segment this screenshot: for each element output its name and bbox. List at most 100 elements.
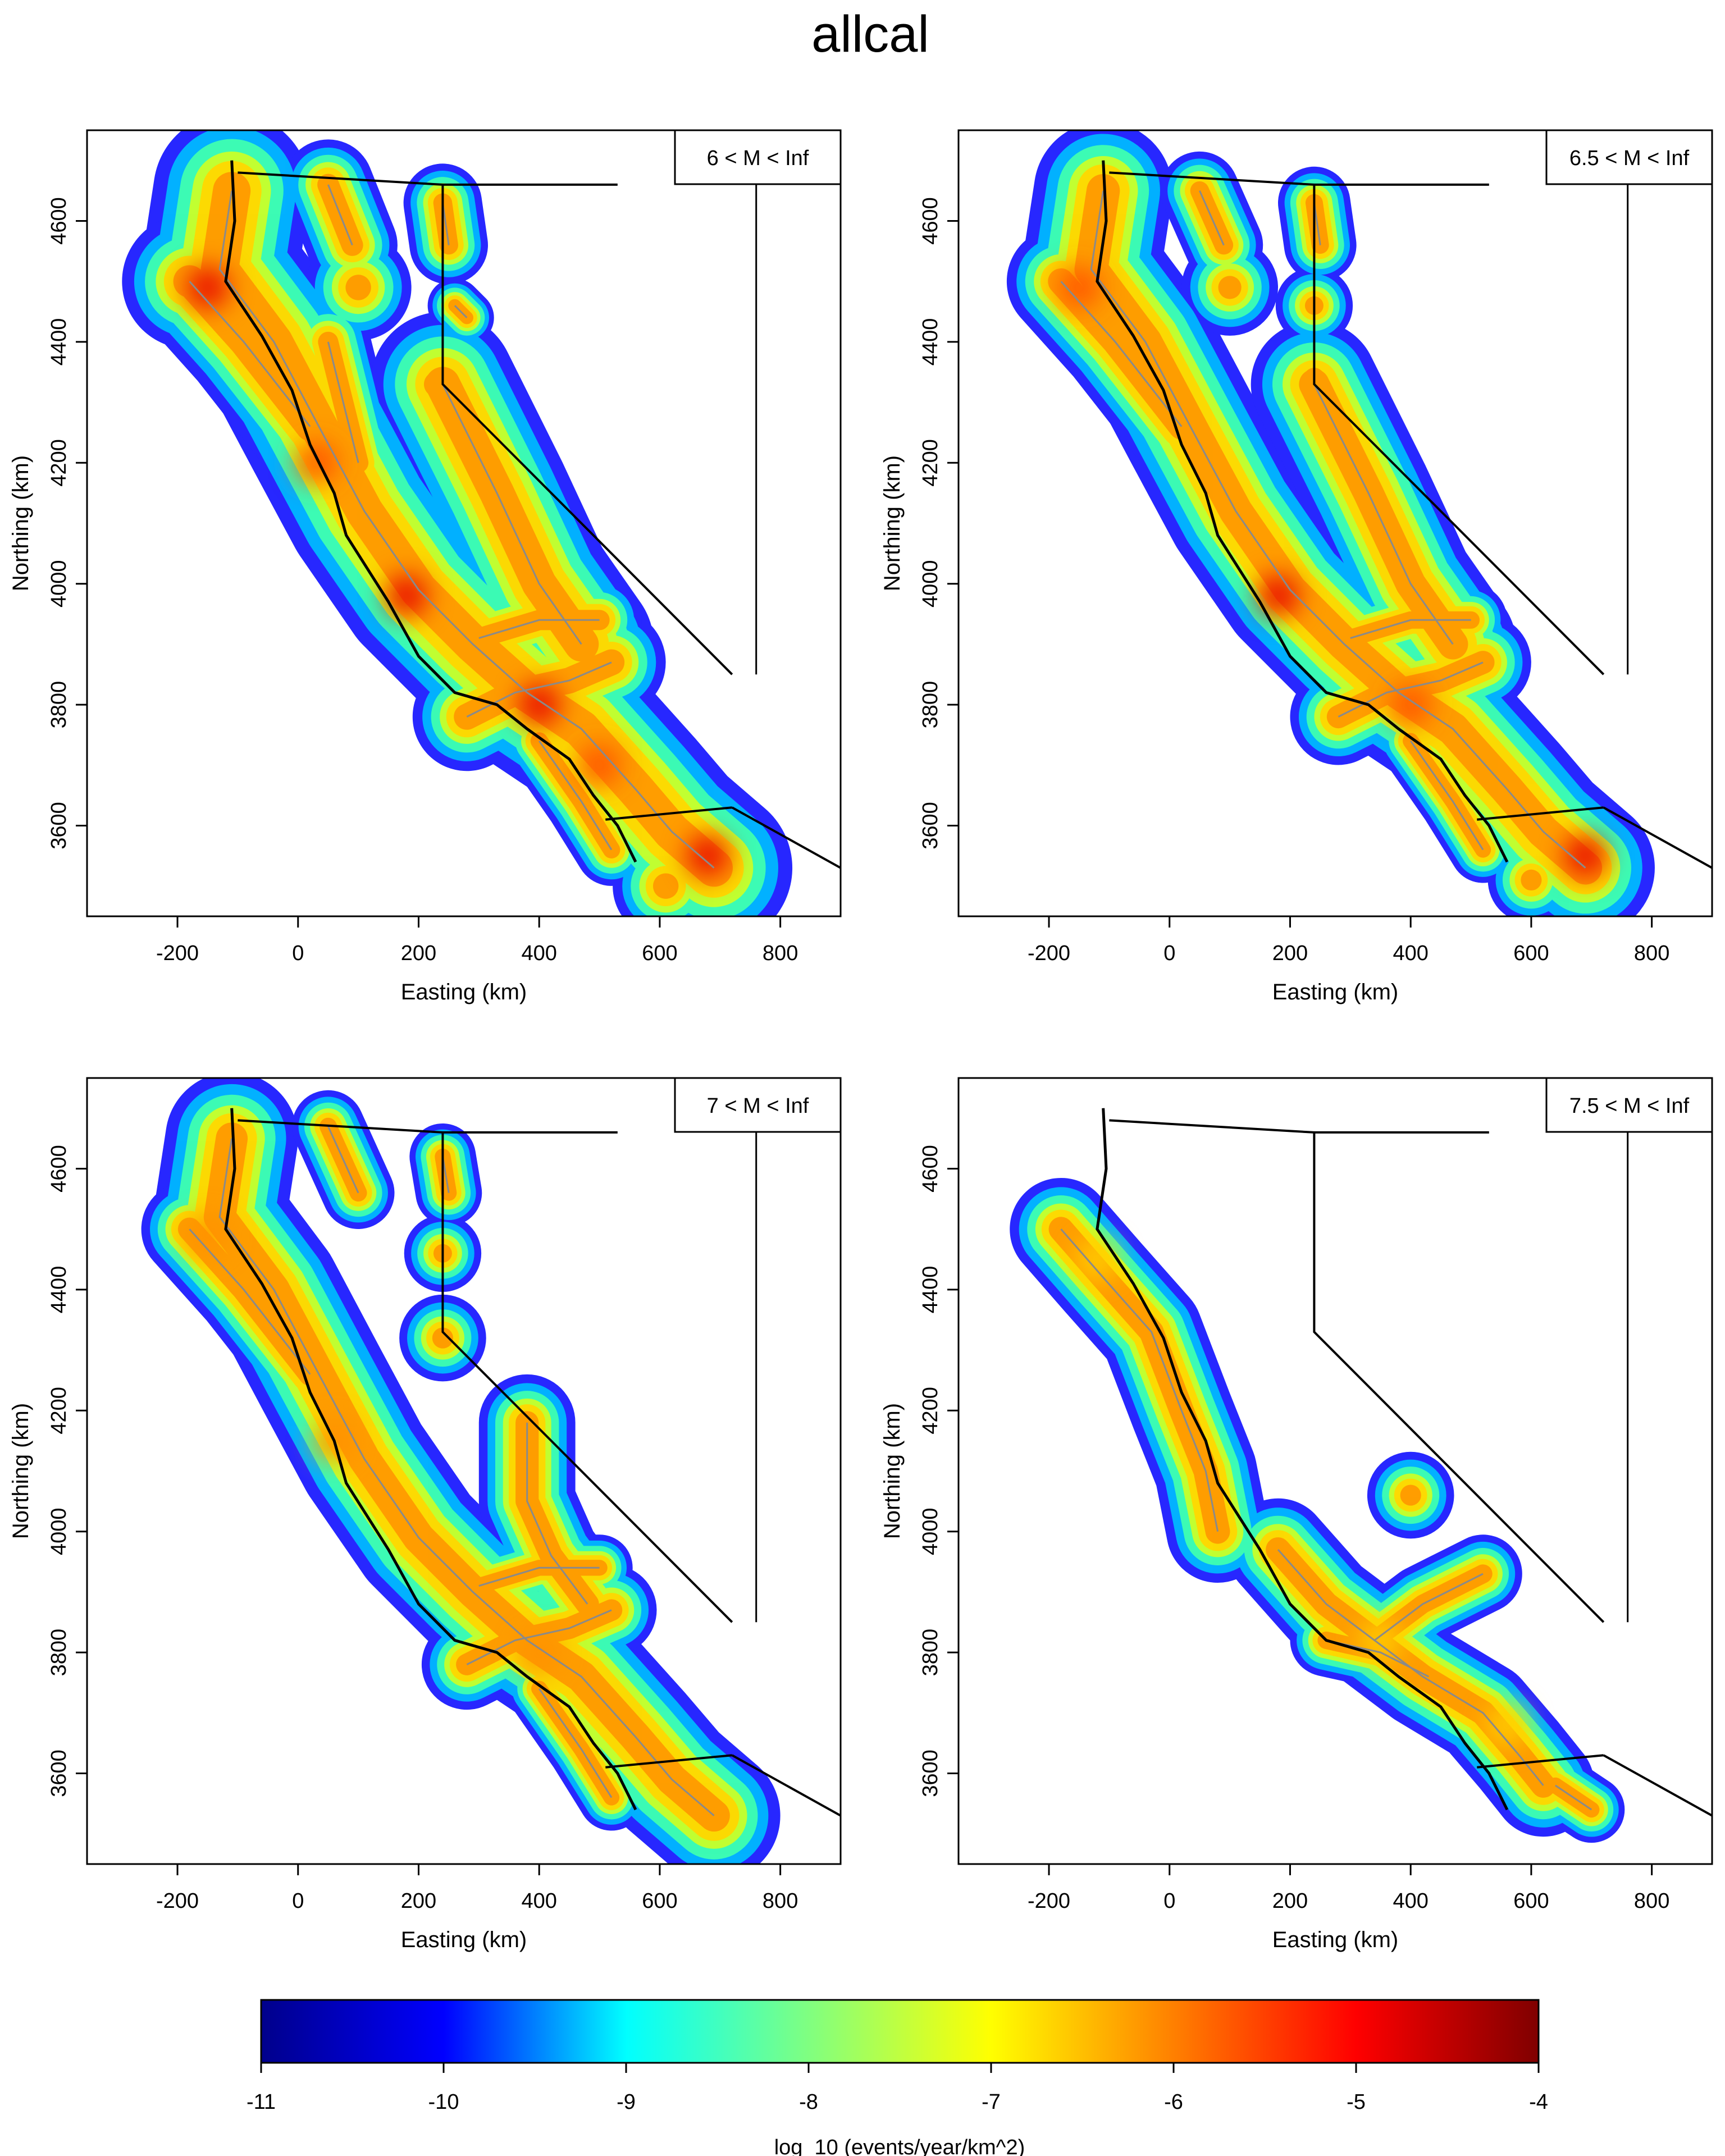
map-plot-area bbox=[1010, 1108, 1712, 1843]
x-axis-label: Easting (km) bbox=[1272, 980, 1399, 1004]
y-tick-label: 4200 bbox=[919, 439, 942, 487]
colorbar-tick-label: -5 bbox=[1347, 2090, 1366, 2114]
map-panel-1: 6 < M < Inf -200 0 200 400 600 800 Easting (km)… bbox=[8, 129, 842, 1004]
y-axis-label: Northing (km) bbox=[8, 455, 33, 591]
density-blob-3 bbox=[345, 275, 371, 300]
x-tick-label: -200 bbox=[156, 1889, 199, 1913]
y-tick-label: 3800 bbox=[47, 1629, 71, 1677]
fault-trace-4 bbox=[1338, 661, 1484, 718]
hotspot-1 bbox=[1057, 266, 1101, 309]
fault-trace-6 bbox=[478, 619, 600, 640]
hotspot-group bbox=[1075, 1238, 1528, 1747]
density-blob-1 bbox=[1400, 1484, 1421, 1506]
fault-trace-6 bbox=[538, 1688, 613, 1798]
arizona-border bbox=[1603, 1754, 1712, 1817]
hotspot-group bbox=[186, 266, 729, 878]
density-blob-2 bbox=[423, 371, 450, 398]
x-tick-label: 800 bbox=[763, 1889, 798, 1913]
california-nevada-border bbox=[441, 184, 733, 675]
fault-trace-3 bbox=[526, 1422, 588, 1605]
fault-trace-1 bbox=[1060, 1228, 1219, 1532]
california-nevada-border bbox=[1313, 1132, 1605, 1623]
map-plot-area bbox=[141, 1078, 841, 1864]
y-tick-label: 4600 bbox=[919, 197, 942, 245]
arizona-border bbox=[731, 1754, 841, 1817]
colorbar-tick-label: -11 bbox=[247, 2090, 276, 2114]
hotspot-1 bbox=[186, 266, 229, 309]
y-tick-label: 4000 bbox=[919, 560, 942, 607]
y-tick-label: 3600 bbox=[47, 1750, 71, 1797]
map-panel-4: 7.5 < M < Inf -200 0 200 400 600 800 Easting (k… bbox=[880, 1077, 1713, 1952]
coastline bbox=[1096, 1108, 1509, 1811]
fault-trace-7 bbox=[1199, 190, 1225, 246]
fault-trace-1 bbox=[218, 1138, 715, 1816]
california-nevada-border bbox=[441, 1132, 733, 1623]
hotspot-1 bbox=[1075, 1238, 1119, 1281]
panel-label-box bbox=[674, 129, 842, 185]
density-blob-4 bbox=[1218, 276, 1242, 299]
y-tick-label: 4200 bbox=[47, 439, 71, 487]
y-tick-label: 4000 bbox=[919, 1508, 942, 1555]
y-axis-label: Northing (km) bbox=[8, 1403, 33, 1539]
density-blob-3 bbox=[697, 1805, 719, 1826]
fault-trace-7 bbox=[327, 1126, 359, 1194]
x-tick-label: 400 bbox=[1393, 942, 1428, 965]
plot-frame bbox=[957, 129, 1713, 917]
panel-label-box bbox=[1545, 129, 1713, 185]
plot-frame bbox=[86, 129, 842, 917]
fault-trace-5 bbox=[478, 1566, 600, 1587]
x-axis-label: Easting (km) bbox=[401, 1927, 527, 1952]
y-tick-label: 4600 bbox=[47, 197, 71, 245]
hotspot-3 bbox=[1485, 1703, 1528, 1747]
mexico-border bbox=[1477, 1754, 1604, 1769]
x-axis-label: Easting (km) bbox=[1272, 1927, 1399, 1952]
y-tick-label: 4200 bbox=[47, 1387, 71, 1435]
fault-trace-3 bbox=[327, 341, 359, 463]
hotspot-2 bbox=[1257, 574, 1300, 618]
x-tick-label: -200 bbox=[1028, 1889, 1070, 1913]
colorbar-tick-label: -7 bbox=[982, 2090, 1001, 2114]
y-tick-label: 3800 bbox=[919, 1629, 942, 1677]
plot-frame bbox=[86, 1077, 842, 1865]
x-tick-label: -200 bbox=[1028, 942, 1070, 965]
fault-trace-10 bbox=[454, 305, 468, 318]
panel-label: 6.5 < M < Inf bbox=[1569, 147, 1690, 170]
map-plot-area bbox=[1006, 130, 1712, 916]
x-tick-label: 600 bbox=[642, 1889, 677, 1913]
y-tick-label: 3600 bbox=[919, 802, 942, 849]
fault-trace-8 bbox=[327, 184, 353, 246]
x-tick-label: 600 bbox=[642, 942, 677, 965]
y-axis-label: Northing (km) bbox=[880, 1403, 905, 1539]
y-axis-label: Northing (km) bbox=[880, 455, 905, 591]
colorbar-label: log_10 (events/year/km^2) bbox=[774, 2136, 1025, 2156]
y-tick-label: 4000 bbox=[47, 560, 71, 607]
x-tick-label: 0 bbox=[1163, 942, 1175, 965]
hotspot-3 bbox=[385, 574, 428, 618]
hotspot-2 bbox=[294, 441, 337, 485]
x-tick-label: 400 bbox=[521, 1889, 556, 1913]
x-tick-label: 400 bbox=[1393, 1889, 1428, 1913]
map-panel-3: 7 < M < Inf -200 0 200 400 600 800 Easting (km)… bbox=[8, 1077, 842, 1952]
colorbar-tick-label: -9 bbox=[617, 2090, 636, 2114]
fault-trace-6 bbox=[1409, 740, 1484, 851]
mexico-border bbox=[1477, 806, 1604, 821]
y-tick-label: 4400 bbox=[47, 1266, 71, 1314]
fault-trace-2 bbox=[189, 281, 311, 427]
density-blob-1 bbox=[652, 873, 679, 899]
hotspot-6 bbox=[686, 834, 729, 878]
fault-trace-2 bbox=[189, 1228, 311, 1375]
x-axis-label: Easting (km) bbox=[401, 980, 527, 1004]
panel-label: 7.5 < M < Inf bbox=[1569, 1094, 1690, 1118]
fault-trace-3 bbox=[1313, 383, 1454, 645]
hotspot-2 bbox=[1359, 1619, 1402, 1662]
fault-trace-5 bbox=[1350, 619, 1471, 640]
fault-trace-4 bbox=[466, 1609, 612, 1665]
plot-frame bbox=[957, 1077, 1713, 1865]
arizona-border bbox=[731, 806, 841, 869]
fault-trace-3 bbox=[1373, 1573, 1484, 1641]
fault-trace-2 bbox=[1060, 281, 1183, 427]
y-tick-label: 4600 bbox=[47, 1145, 71, 1193]
y-tick-label: 4400 bbox=[47, 318, 71, 366]
x-tick-label: 800 bbox=[763, 942, 798, 965]
